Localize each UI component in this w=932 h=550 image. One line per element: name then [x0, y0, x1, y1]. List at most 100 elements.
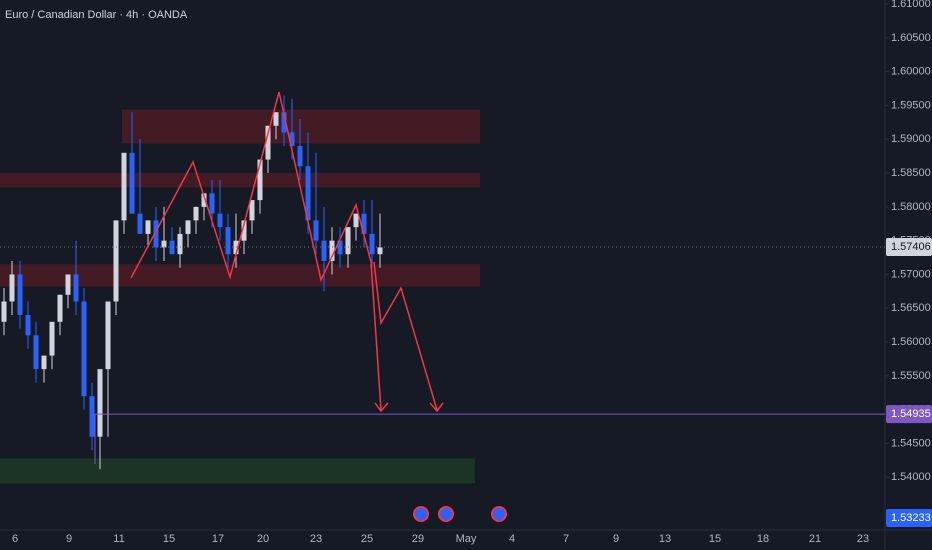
last-price-tag	[886, 238, 932, 257]
zone	[0, 173, 480, 188]
candle-body	[97, 369, 103, 437]
zone	[0, 458, 475, 484]
candle-body	[89, 396, 95, 437]
y-tick-label: 1.55500	[891, 370, 931, 382]
y-tick-label: 1.56000	[891, 336, 931, 348]
candle-body	[265, 125, 271, 160]
drawings	[130, 91, 444, 413]
candle-body	[225, 227, 231, 255]
x-tick-label: 20	[257, 533, 269, 545]
y-tick-label: 1.58500	[891, 167, 931, 179]
y-tick-label: 1.60000	[891, 66, 931, 78]
candle-body	[49, 321, 55, 356]
x-tick-label: May	[456, 533, 477, 545]
candle-body	[177, 233, 183, 255]
candle-body	[281, 112, 287, 133]
y-tick-label: 1.54500	[891, 437, 931, 449]
zone	[122, 109, 480, 144]
level-label: 1.54935	[891, 408, 931, 420]
candle-body	[65, 274, 71, 295]
last-price-label: 1.57406	[891, 241, 931, 253]
candle-body	[193, 206, 199, 221]
x-tick-label: 17	[212, 533, 224, 545]
candle-body	[273, 112, 279, 126]
x-tick-label: 25	[361, 533, 373, 545]
x-tick-label: 9	[66, 533, 72, 545]
x-tick-label: 9	[613, 533, 619, 545]
x-tick-label: 6	[12, 533, 18, 545]
x-tick-label: 21	[809, 533, 821, 545]
candle-body	[185, 220, 191, 234]
arrow-line	[373, 261, 438, 411]
x-tick-label: 15	[709, 533, 721, 545]
candle-body	[361, 213, 367, 234]
event-icon[interactable]	[438, 506, 454, 522]
x-tick-label: 29	[412, 533, 424, 545]
candle-body	[121, 152, 127, 221]
x-tick-label: 23	[310, 533, 322, 545]
marker-tag	[886, 509, 932, 527]
candle-body	[209, 193, 215, 214]
y-tick-label: 1.61000	[891, 0, 931, 10]
candle-body	[321, 240, 327, 261]
y-tick-label: 1.60500	[891, 32, 931, 44]
event-icons	[413, 506, 507, 522]
candle-body	[17, 274, 23, 316]
candle-body	[249, 200, 255, 221]
x-tick-label: 7	[563, 533, 569, 545]
arrow-head	[429, 402, 444, 413]
candle-body	[297, 146, 303, 167]
candle-body	[129, 152, 135, 214]
candle-body	[161, 240, 167, 248]
candle-body	[241, 220, 247, 241]
x-tick-label: 11	[113, 533, 124, 545]
arrow-line	[370, 261, 382, 411]
candle-body	[145, 220, 151, 234]
candle-body	[9, 274, 15, 302]
candle-body	[377, 247, 383, 255]
candle-body	[201, 193, 207, 207]
candle-body	[81, 301, 87, 397]
y-tick-label: 1.59000	[891, 133, 931, 145]
marker-label: 1.53233	[891, 512, 931, 524]
candle-body	[257, 159, 263, 201]
candle-body	[73, 274, 79, 302]
y-tick-label: 1.59500	[891, 99, 931, 111]
candle-body	[353, 213, 359, 228]
candle-body	[217, 213, 223, 228]
chart-title: Euro / Canadian Dollar · 4h · OANDA	[5, 9, 188, 21]
candle-body	[105, 301, 111, 370]
x-tick-label: 15	[163, 533, 175, 545]
candle-body	[305, 166, 311, 221]
y-tick-label: 1.56500	[891, 302, 931, 314]
x-tick-label: 13	[659, 533, 671, 545]
candle-body	[113, 220, 119, 302]
candle-body	[1, 301, 7, 322]
y-tick-label: 1.54000	[891, 471, 931, 483]
candle-body	[329, 240, 335, 261]
candles	[1, 95, 383, 470]
candle-body	[57, 294, 63, 322]
y-tick-label: 1.57000	[891, 268, 931, 280]
event-icon[interactable]	[413, 506, 429, 522]
x-tick-label: 18	[757, 533, 769, 545]
candle-body	[289, 132, 295, 147]
zigzag	[130, 91, 372, 283]
x-tick-label: 23	[857, 533, 869, 545]
candle-body	[41, 355, 47, 370]
candle-body	[345, 227, 351, 255]
candle-body	[25, 315, 31, 336]
level-tag	[886, 405, 932, 424]
candle-body	[137, 213, 143, 234]
zones	[0, 109, 480, 484]
y-tick-label: 1.58000	[891, 201, 931, 213]
zone	[0, 264, 480, 287]
event-icon[interactable]	[491, 506, 507, 522]
candle-body	[153, 220, 159, 248]
arrow-head	[374, 402, 389, 413]
candle-body	[33, 335, 39, 370]
candle-body	[369, 233, 375, 255]
candle-body	[313, 220, 319, 241]
